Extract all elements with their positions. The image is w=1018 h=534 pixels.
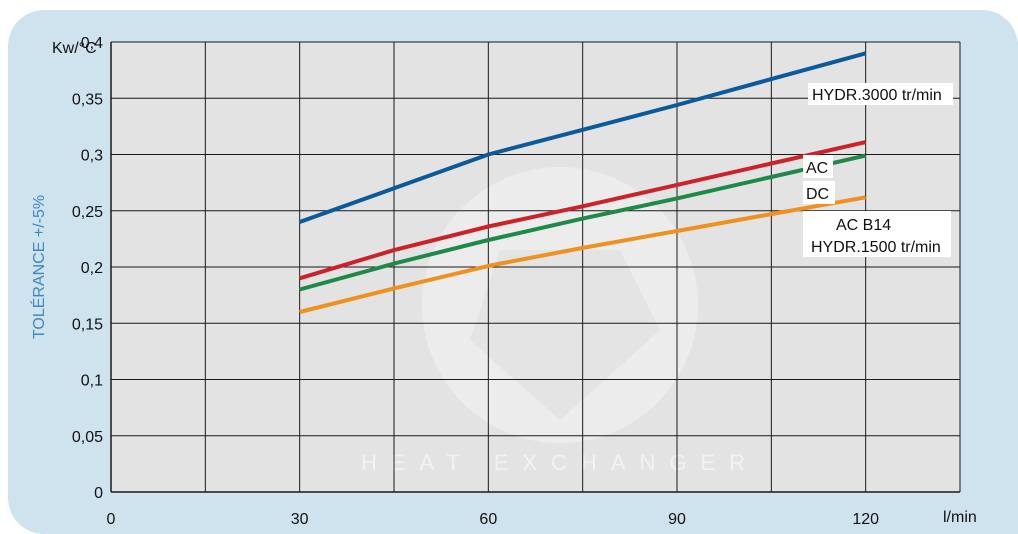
y-tick-label: 0,3 (81, 148, 103, 165)
x-unit-label: l/min (943, 509, 977, 526)
y-tick-label: 0,4 (81, 35, 103, 52)
y-tick-label: 0,2 (81, 260, 103, 277)
annotation-ac-text: AC (806, 160, 828, 177)
series-line-3 (299, 195, 867, 314)
annotation-hydr3000-bg (808, 83, 953, 105)
annotation-hydr1500-text: HYDR.1500 tr/min (811, 239, 941, 256)
watermark-logo: HEAT EXCHANGER (361, 167, 759, 475)
annotation-ac: AC (803, 155, 833, 178)
y-unit-label: Kw/°C (52, 40, 97, 57)
annotation-hydr3000: HYDR.3000 tr/min (808, 83, 953, 105)
series-line-0 (299, 51, 867, 224)
series-lines (299, 51, 867, 314)
watermark-text: HEAT EXCHANGER (361, 450, 759, 475)
y-tick-label: 0 (94, 485, 103, 502)
y-tick-label: 0,1 (81, 373, 103, 390)
y-tick-label: 0,05 (72, 429, 103, 446)
x-tick-label: 90 (668, 511, 686, 528)
grid (110, 41, 961, 493)
y-tick-label: 0,35 (72, 91, 103, 108)
tick-labels: 0 0,05 0,1 0,15 0,2 0,25 0,3 0,35 0,4 0 30 60 90 120 (72, 35, 879, 528)
y-tick-label: 0,25 (72, 204, 103, 221)
annotation-acb14-text: AC B14 (836, 217, 891, 234)
x-tick-label: 30 (291, 511, 309, 528)
annotation-hydr3000-text: HYDR.3000 tr/min (812, 87, 942, 104)
series-line-2 (299, 153, 867, 292)
series-line-1 (299, 140, 867, 281)
annotation-dc-bg (803, 181, 835, 204)
annotation-acb14-bg (803, 211, 951, 257)
annotation-dc-text: DC (806, 186, 829, 203)
y-axis-label: TOLÉRANCE +/-5% (29, 195, 48, 339)
x-tick-label: 60 (479, 511, 497, 528)
annotation-ac-bg (803, 155, 833, 178)
x-tick-label: 0 (107, 511, 116, 528)
x-tick-label: 120 (852, 511, 879, 528)
annotation-dc: DC (803, 181, 835, 204)
annotation-acb14: AC B14 HYDR.1500 tr/min (803, 211, 951, 257)
y-tick-label: 0,15 (72, 316, 103, 333)
